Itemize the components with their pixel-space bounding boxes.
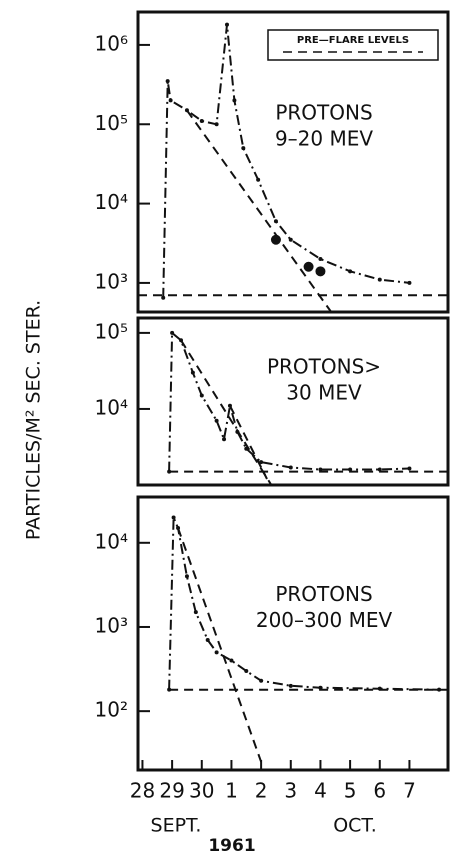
data-point [214, 650, 219, 655]
x-tick-label: 30 [189, 779, 214, 803]
y-tick-label: 10³ [95, 613, 128, 637]
data-point [165, 79, 170, 84]
data-point [205, 638, 210, 643]
x-tick-label: 28 [130, 779, 155, 803]
data-point [224, 22, 229, 27]
y-tick-label: 10⁴ [95, 395, 128, 419]
data-point [241, 146, 246, 151]
data-point [288, 237, 293, 242]
x-tick-label: 3 [284, 779, 297, 803]
data-point [256, 177, 261, 182]
data-point [377, 467, 382, 472]
data-point [259, 678, 264, 683]
y-axis-label: PARTICLES/M² SEC. STER. [23, 300, 45, 540]
data-point [315, 266, 326, 277]
month-label: OCT. [333, 815, 377, 837]
y-tick-label: 10⁵ [95, 319, 128, 343]
data-point [214, 418, 219, 423]
data-point [199, 393, 204, 398]
y-tick-label: 10⁴ [95, 190, 128, 214]
panel-frame [136, 10, 450, 314]
data-line [168, 330, 410, 472]
data-line [229, 405, 268, 480]
annotation: 30 MEV [286, 381, 362, 405]
data-point [318, 685, 323, 690]
legend-box [267, 29, 439, 61]
annotation: 9–20 MEV [275, 127, 373, 151]
data-point [170, 330, 175, 335]
data-point [407, 280, 412, 285]
x-tick-label: 2 [255, 779, 268, 803]
data-point [377, 277, 382, 282]
data-point [273, 219, 278, 224]
data-point [193, 610, 198, 615]
data-point [345, 326, 355, 336]
y-tick-label: 10⁶ [95, 31, 128, 55]
annotation: PROTONS> [267, 355, 381, 379]
data-point [348, 467, 353, 472]
plot-area [138, 22, 448, 336]
y-tick-label: 10³ [95, 269, 128, 293]
data-point [171, 515, 176, 520]
data-point [184, 574, 189, 579]
panel-frame [136, 495, 450, 772]
y-tick-label: 10⁴ [95, 529, 128, 553]
data-point [190, 370, 195, 375]
data-point [259, 460, 264, 465]
data-point [318, 257, 323, 262]
plot-area [167, 515, 448, 763]
data-point [232, 98, 237, 103]
data-point [244, 668, 249, 673]
data-point [303, 261, 314, 272]
x-tick-label: 29 [159, 779, 184, 803]
x-tick-label: 6 [373, 779, 386, 803]
annotation: PROTONS [275, 101, 372, 125]
plot-area [167, 330, 448, 485]
data-line [186, 109, 333, 312]
data-point [348, 269, 353, 274]
y-tick-label: 10² [95, 698, 128, 722]
data-point [288, 683, 293, 688]
data-line [162, 24, 410, 298]
data-point [214, 122, 219, 127]
month-label: SEPT. [151, 815, 202, 837]
x-tick-label: 5 [344, 779, 357, 803]
data-point [318, 467, 323, 472]
panel-frame [136, 316, 450, 487]
x-tick-label: 1 [225, 779, 238, 803]
data-line [177, 527, 263, 763]
data-point [229, 658, 234, 663]
annotation: 200–300 MEV [256, 608, 393, 632]
legend-label: PRE—FLARE LEVELS [297, 35, 409, 46]
data-point [288, 465, 293, 470]
data-point [407, 466, 412, 471]
data-point [168, 98, 173, 103]
data-point [270, 234, 281, 245]
y-tick-label: 10⁵ [95, 111, 128, 135]
x-tick-label: 7 [403, 779, 416, 803]
data-point [161, 295, 166, 300]
year-label: 1961 [208, 836, 255, 854]
data-point [222, 437, 227, 442]
annotation: PROTONS [275, 582, 372, 606]
x-tick-label: 4 [314, 779, 327, 803]
data-point [199, 118, 204, 123]
